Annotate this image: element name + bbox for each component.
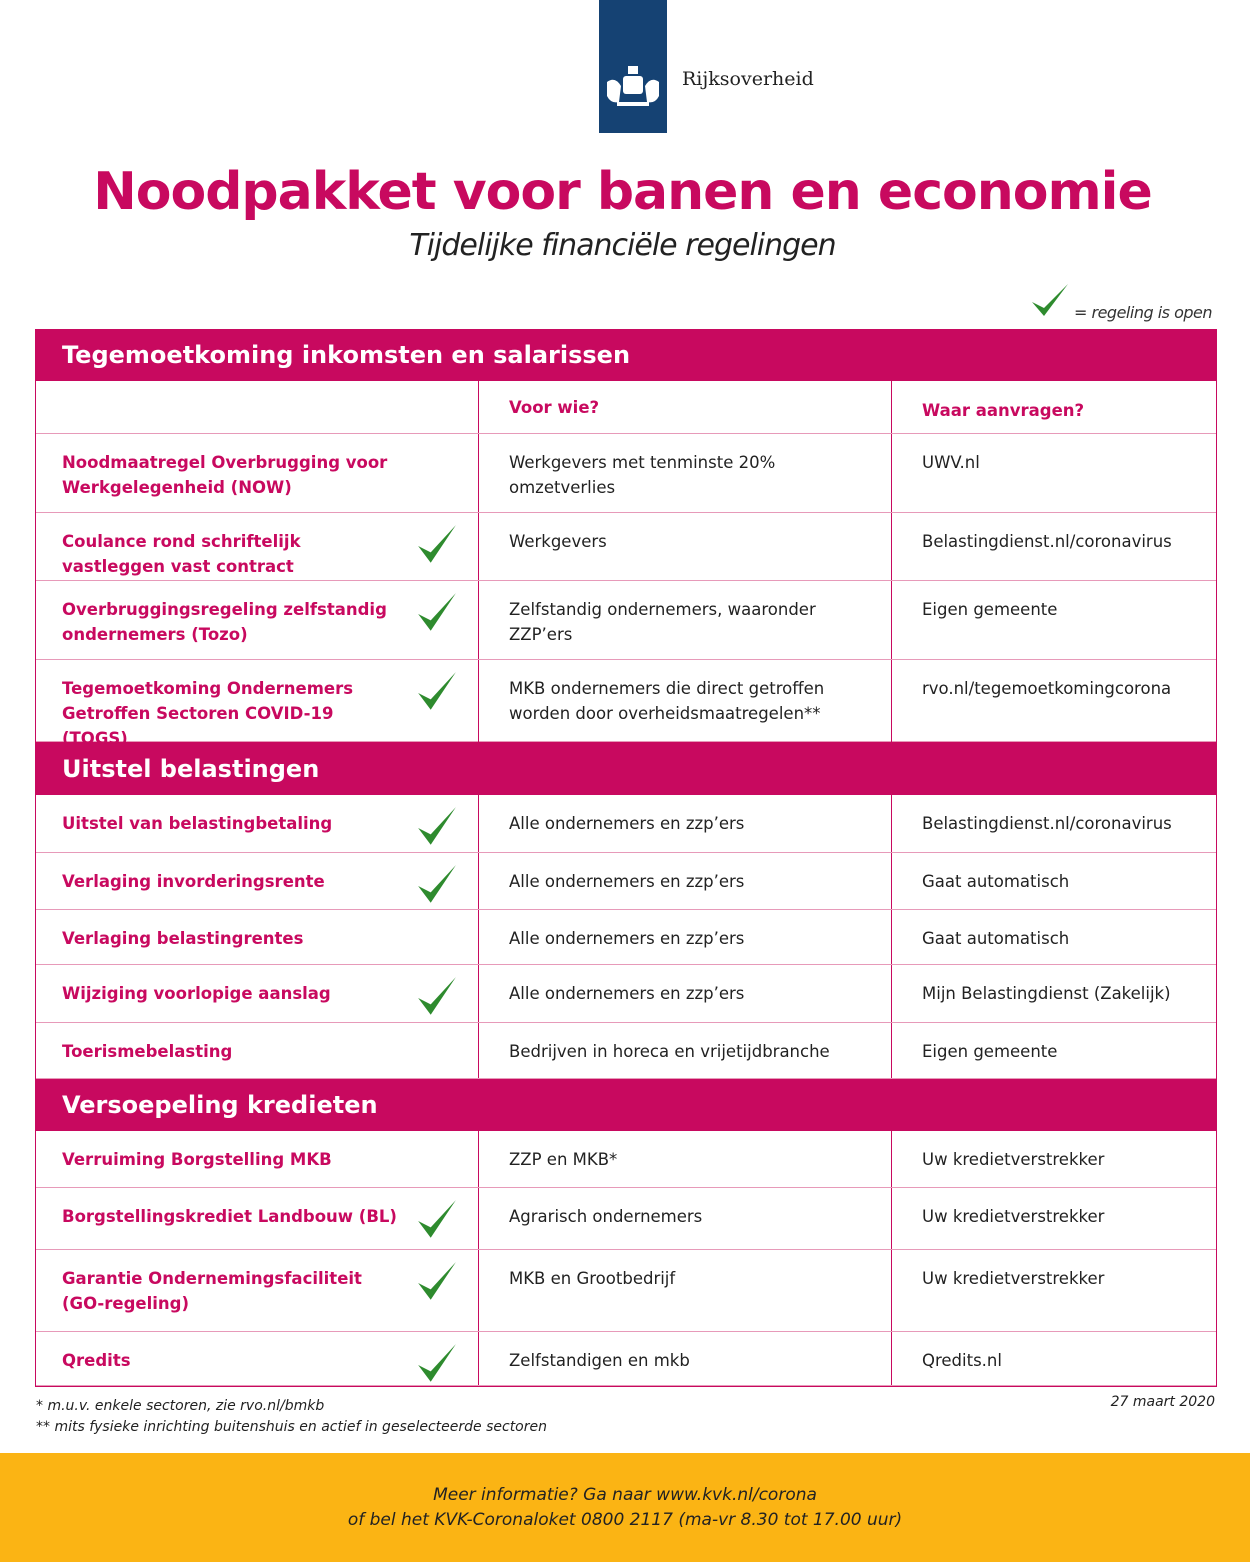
measure-name: Overbruggingsregeling zelfstandig ondern… bbox=[36, 581, 478, 659]
target-group: MKB en Grootbedrijf bbox=[478, 1250, 891, 1331]
footer-banner: Meer informatie? Ga naar www.kvk.nl/coro… bbox=[0, 1453, 1250, 1562]
measure-name-text: Garantie Ondernemingsfaciliteit (GO-rege… bbox=[62, 1269, 362, 1313]
section-header: Uitstel belastingen bbox=[36, 742, 1216, 795]
column-header-who: Voor wie? bbox=[478, 381, 891, 433]
column-header-row: Voor wie? Waar aanvragen? bbox=[36, 381, 1216, 434]
measure-name: Wijziging voorlopige aanslag bbox=[36, 965, 478, 1022]
checkmark-icon bbox=[418, 807, 456, 845]
measure-name-text: Verlaging belastingrentes bbox=[62, 929, 304, 948]
target-group: Werkgevers bbox=[478, 513, 891, 580]
section-header: Tegemoetkoming inkomsten en salarissen bbox=[36, 329, 1216, 381]
table-row: Borgstellingskrediet Landbouw (BL) Agrari… bbox=[36, 1188, 1216, 1250]
target-group: Alle ondernemers en zzp’ers bbox=[478, 910, 891, 964]
measure-name: Coulance rond schriftelijk vastleggen va… bbox=[36, 513, 478, 580]
checkmark-icon bbox=[418, 525, 456, 563]
measure-name-text: Uitstel van belastingbetaling bbox=[62, 814, 333, 833]
target-group: Alle ondernemers en zzp’ers bbox=[478, 795, 891, 852]
measure-name: Noodmaatregel Overbrugging voor Werkgele… bbox=[36, 434, 478, 512]
legend-text: = regeling is open bbox=[1074, 303, 1212, 322]
measure-name-text: Verruiming Borgstelling MKB bbox=[62, 1150, 332, 1169]
coat-of-arms-icon bbox=[607, 66, 659, 106]
apply-where: Belastingdienst.nl/coronavirus bbox=[891, 513, 1216, 580]
table-row: Verlaging belastingrentes Alle ondernemer… bbox=[36, 910, 1216, 965]
checkmark-icon bbox=[418, 593, 456, 631]
table-row: Uitstel van belastingbetaling Alle ondern… bbox=[36, 795, 1216, 853]
measures-table: Tegemoetkoming inkomsten en salarissen Vo… bbox=[35, 329, 1217, 1387]
measure-name-text: Noodmaatregel Overbrugging voor Werkgele… bbox=[62, 453, 388, 497]
measure-name-text: Toerismebelasting bbox=[62, 1042, 233, 1061]
legend: = regeling is open bbox=[1030, 282, 1212, 322]
footer-line-1: Meer informatie? Ga naar www.kvk.nl/coro… bbox=[433, 1485, 817, 1505]
table-row: Qredits Zelfstandigen en mkb Qredits.nl bbox=[36, 1332, 1216, 1386]
checkmark-icon bbox=[418, 865, 456, 903]
checkmark-icon bbox=[418, 1262, 456, 1300]
apply-where: Mijn Belastingdienst (Zakelijk) bbox=[891, 965, 1216, 1022]
target-group: Agrarisch ondernemers bbox=[478, 1188, 891, 1249]
table-row: Noodmaatregel Overbrugging voor Werkgele… bbox=[36, 434, 1216, 513]
table-row: Wijziging voorlopige aanslag Alle onderne… bbox=[36, 965, 1216, 1023]
apply-where: Gaat automatisch bbox=[891, 910, 1216, 964]
footnote-1: * m.u.v. enkele sectoren, zie rvo.nl/bmk… bbox=[36, 1398, 325, 1414]
section-header: Versoepeling kredieten bbox=[36, 1079, 1216, 1131]
table-row: Verruiming Borgstelling MKB ZZP en MKB* Uw… bbox=[36, 1131, 1216, 1188]
measure-name-text: Borgstellingskrediet Landbouw (BL) bbox=[62, 1207, 397, 1226]
target-group: Bedrijven in horeca en vrijetijdbranche bbox=[478, 1023, 891, 1078]
table-row: Toerismebelasting Bedrijven in horeca en … bbox=[36, 1023, 1216, 1079]
table-row: Garantie Ondernemingsfaciliteit (GO-rege… bbox=[36, 1250, 1216, 1332]
checkmark-icon bbox=[418, 672, 456, 710]
measure-name-text: Verlaging invorderingsrente bbox=[62, 872, 325, 891]
apply-where: Uw kredietverstrekker bbox=[891, 1131, 1216, 1187]
checkmark-icon bbox=[418, 977, 456, 1015]
measure-name: Toerismebelasting bbox=[36, 1023, 478, 1078]
measure-name: Qredits bbox=[36, 1332, 478, 1385]
apply-where: Qredits.nl bbox=[891, 1332, 1216, 1385]
footer-line-2: of bel het KVK-Coronaloket 0800 2117 (ma… bbox=[347, 1510, 903, 1530]
measure-name: Verlaging invorderingsrente bbox=[36, 853, 478, 909]
column-header-where: Waar aanvragen? bbox=[891, 381, 1216, 433]
measure-name: Verlaging belastingrentes bbox=[36, 910, 478, 964]
measure-name: Tegemoetkoming Ondernemers Getroffen Sec… bbox=[36, 660, 478, 751]
checkmark-icon bbox=[1032, 284, 1069, 316]
apply-where: Eigen gemeente bbox=[891, 1023, 1216, 1078]
table-row: Overbruggingsregeling zelfstandig ondern… bbox=[36, 581, 1216, 660]
logo-text: Rijksoverheid bbox=[682, 68, 814, 90]
rijksoverheid-logo bbox=[599, 0, 667, 133]
measure-name: Uitstel van belastingbetaling bbox=[36, 795, 478, 852]
measure-name-text: Coulance rond schriftelijk vastleggen va… bbox=[62, 532, 301, 576]
apply-where: Eigen gemeente bbox=[891, 581, 1216, 659]
apply-where: Gaat automatisch bbox=[891, 853, 1216, 909]
checkmark-icon bbox=[418, 1344, 456, 1382]
footnote-2: ** mits fysieke inrichting buitenshuis e… bbox=[36, 1419, 547, 1435]
empty-header bbox=[36, 381, 478, 433]
table-row: Coulance rond schriftelijk vastleggen va… bbox=[36, 513, 1216, 581]
measure-name-text: Overbruggingsregeling zelfstandig ondern… bbox=[62, 600, 387, 644]
apply-where: Uw kredietverstrekker bbox=[891, 1250, 1216, 1331]
measure-name: Garantie Ondernemingsfaciliteit (GO-rege… bbox=[36, 1250, 478, 1331]
measure-name-text: Wijziging voorlopige aanslag bbox=[62, 984, 331, 1003]
apply-where: rvo.nl/tegemoetkomingcorona bbox=[891, 660, 1216, 751]
target-group: Werkgevers met tenminste 20% omzetverlie… bbox=[478, 434, 891, 512]
table-row: Verlaging invorderingsrente Alle ondernem… bbox=[36, 853, 1216, 910]
target-group: ZZP en MKB* bbox=[478, 1131, 891, 1187]
apply-where: Uw kredietverstrekker bbox=[891, 1188, 1216, 1249]
measure-name-text: Qredits bbox=[62, 1351, 131, 1370]
target-group: Zelfstandig ondernemers, waaronder ZZP’e… bbox=[478, 581, 891, 659]
page-title: Noodpakket voor banen en economie bbox=[93, 162, 1153, 222]
date: 27 maart 2020 bbox=[1110, 1394, 1215, 1410]
measure-name: Verruiming Borgstelling MKB bbox=[36, 1131, 478, 1187]
checkmark-icon bbox=[418, 1200, 456, 1238]
target-group: Alle ondernemers en zzp’ers bbox=[478, 965, 891, 1022]
target-group: MKB ondernemers die direct getroffen wor… bbox=[478, 660, 891, 751]
apply-where: UWV.nl bbox=[891, 434, 1216, 512]
target-group: Alle ondernemers en zzp’ers bbox=[478, 853, 891, 909]
table-row: Tegemoetkoming Ondernemers Getroffen Sec… bbox=[36, 660, 1216, 751]
page-subtitle: Tijdelijke financiële regelingen bbox=[409, 228, 836, 263]
apply-where: Belastingdienst.nl/coronavirus bbox=[891, 795, 1216, 852]
measure-name-text: Tegemoetkoming Ondernemers Getroffen Sec… bbox=[62, 679, 354, 748]
measure-name: Borgstellingskrediet Landbouw (BL) bbox=[36, 1188, 478, 1249]
target-group: Zelfstandigen en mkb bbox=[478, 1332, 891, 1385]
